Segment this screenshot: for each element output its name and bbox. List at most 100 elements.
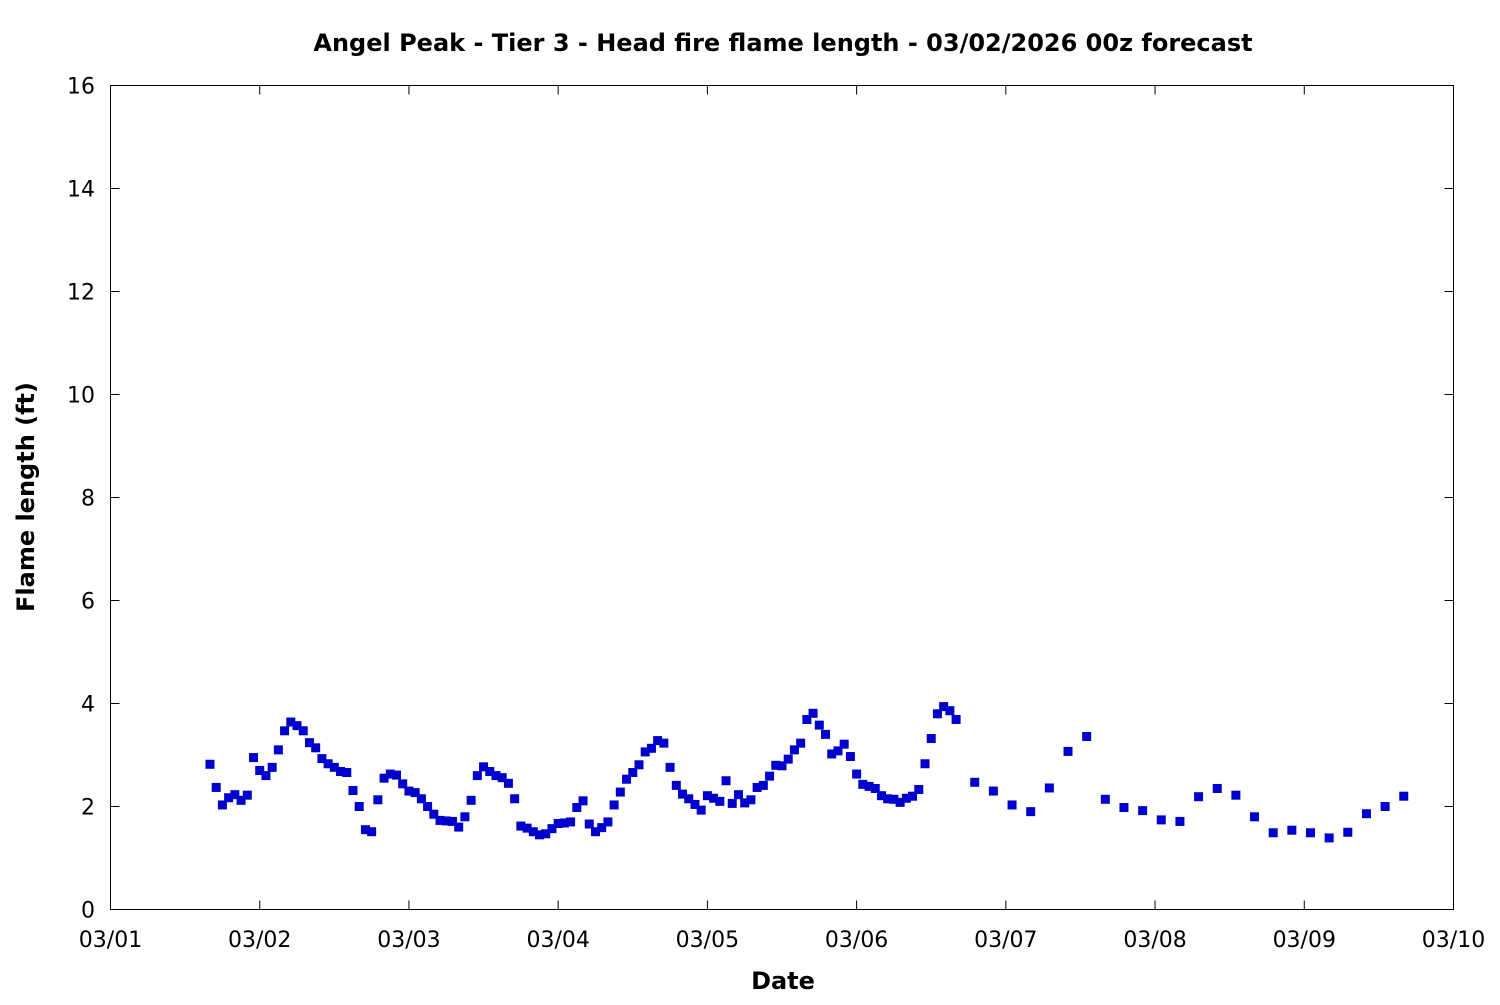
data-point xyxy=(1231,790,1241,800)
data-point xyxy=(758,780,768,790)
data-point xyxy=(273,745,283,755)
data-point xyxy=(342,768,352,778)
data-point xyxy=(236,795,246,805)
data-point xyxy=(1361,809,1371,819)
data-point xyxy=(1324,833,1334,843)
data-point xyxy=(808,708,818,718)
data-point xyxy=(827,749,837,759)
data-point xyxy=(1007,800,1017,810)
y-tick-label: 4 xyxy=(81,693,95,718)
data-point xyxy=(908,791,918,801)
data-point xyxy=(939,702,949,712)
data-point xyxy=(249,753,259,763)
data-point xyxy=(883,794,893,804)
x-tick-label: 03/01 xyxy=(79,928,142,953)
axis-ticks: 03/01 03/02 03/03 03/04 03/05 03/06 03/07 03/08… xyxy=(67,75,1485,954)
data-point xyxy=(671,780,681,790)
data-point xyxy=(1380,802,1390,811)
data-point xyxy=(696,805,706,815)
data-point xyxy=(373,795,383,805)
data-point xyxy=(416,794,426,804)
data-point xyxy=(777,761,787,771)
data-point xyxy=(447,816,457,826)
data-point xyxy=(1082,731,1092,741)
data-point xyxy=(522,823,532,833)
data-point xyxy=(876,791,886,801)
data-point xyxy=(833,746,843,756)
data-point xyxy=(205,759,215,769)
data-point xyxy=(541,829,551,839)
data-point xyxy=(771,760,781,770)
data-point xyxy=(311,743,321,753)
data-point xyxy=(765,771,775,781)
data-point xyxy=(410,788,420,798)
data-point xyxy=(615,787,625,797)
data-point xyxy=(261,771,271,781)
data-point xyxy=(1250,812,1260,822)
y-tick-label: 2 xyxy=(81,796,95,821)
data-point xyxy=(1100,794,1110,804)
x-tick-label: 03/05 xyxy=(676,928,739,953)
data-point xyxy=(566,817,576,827)
data-point xyxy=(864,781,874,791)
data-point xyxy=(1119,803,1129,813)
data-point xyxy=(503,778,513,788)
x-tick-label: 03/03 xyxy=(377,928,440,953)
y-tick-label: 14 xyxy=(67,178,95,203)
data-point xyxy=(870,783,880,793)
data-point xyxy=(640,747,650,757)
data-point xyxy=(485,766,495,776)
data-point xyxy=(783,754,793,764)
data-point xyxy=(472,771,482,781)
data-point xyxy=(970,777,980,787)
x-tick-label: 03/08 xyxy=(1123,928,1186,953)
data-point xyxy=(814,720,824,730)
y-tick-label: 10 xyxy=(67,384,95,409)
data-point xyxy=(547,824,557,834)
y-tick-label: 0 xyxy=(81,899,95,924)
data-point xyxy=(230,790,240,800)
data-point xyxy=(684,794,694,804)
data-point xyxy=(634,760,644,770)
data-point xyxy=(945,706,955,716)
y-tick-label: 8 xyxy=(81,487,95,512)
data-point xyxy=(479,762,489,772)
data-point xyxy=(709,793,719,803)
data-point xyxy=(466,795,476,805)
data-point xyxy=(280,726,290,736)
y-axis-label: Flame length (ft) xyxy=(12,382,40,612)
data-point xyxy=(1026,807,1036,817)
data-point xyxy=(429,809,439,819)
data-point xyxy=(802,714,812,724)
data-point xyxy=(435,815,445,825)
x-tick-label: 03/06 xyxy=(825,928,888,953)
x-tick-label: 03/10 xyxy=(1422,928,1485,953)
data-point xyxy=(242,790,252,800)
data-point xyxy=(852,769,862,779)
data-point xyxy=(317,754,327,764)
x-tick-label: 03/07 xyxy=(974,928,1037,953)
data-point xyxy=(727,798,737,808)
data-point xyxy=(740,798,750,808)
data-point xyxy=(298,726,308,736)
data-point xyxy=(460,812,470,822)
data-point xyxy=(354,802,364,811)
data-point xyxy=(255,765,265,775)
data-point xyxy=(895,797,905,807)
data-point xyxy=(1399,791,1409,801)
y-tick-label: 12 xyxy=(67,281,95,306)
data-point xyxy=(578,796,588,806)
data-point xyxy=(715,796,725,806)
x-tick-label: 03/02 xyxy=(228,928,291,953)
data-point xyxy=(665,762,675,772)
data-point xyxy=(622,774,632,784)
data-point xyxy=(528,827,538,837)
data-point xyxy=(796,738,806,748)
data-point xyxy=(920,759,930,769)
data-point xyxy=(217,800,227,810)
data-point xyxy=(572,803,582,813)
chart-title: Angel Peak - Tier 3 - Head fire flame le… xyxy=(313,29,1252,57)
data-point xyxy=(584,819,594,829)
x-tick-label: 03/04 xyxy=(526,928,589,953)
data-point xyxy=(1063,746,1073,756)
